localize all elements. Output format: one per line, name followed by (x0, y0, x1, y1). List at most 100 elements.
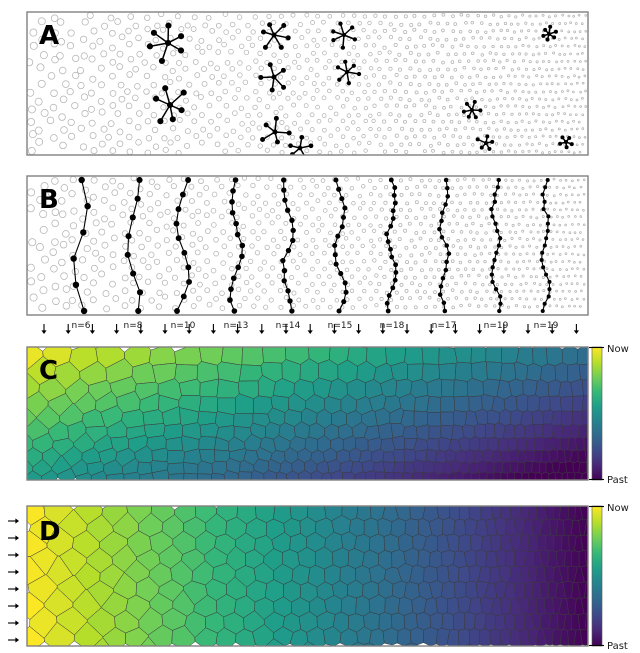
voronoi-cell (475, 549, 487, 568)
chain-count-label-2: n=10 (171, 321, 196, 331)
voronoi-cell (454, 361, 473, 382)
panel-d: D (26, 505, 589, 647)
chain-path (175, 179, 190, 312)
voronoi-cell (484, 613, 497, 632)
panel-a: A (26, 11, 589, 156)
voronoi-cell (524, 423, 535, 439)
voronoi-cell (441, 612, 455, 631)
right-arrow-head (15, 535, 19, 541)
voronoi-cell (383, 461, 395, 473)
voronoi-cell (183, 462, 199, 475)
right-arrow-head (15, 637, 19, 643)
voronoi-cell (508, 629, 522, 646)
voronoi-cell (480, 535, 492, 553)
down-arrow-head (210, 330, 216, 334)
voronoi-cell (555, 549, 566, 567)
down-arrow-head (41, 330, 47, 334)
voronoi-cell (499, 597, 512, 616)
voronoi-cell (340, 595, 357, 616)
voronoi-cell (515, 393, 529, 413)
down-arrow-head (307, 330, 313, 334)
voronoi-cell (580, 628, 588, 646)
voronoi-cell (377, 517, 393, 537)
voronoi-cell (428, 550, 443, 569)
down-arrow-head (549, 330, 555, 334)
voronoi-cell (487, 436, 500, 452)
voronoi-cell (397, 596, 413, 616)
panel-c: C (26, 346, 589, 481)
voronoi-cell (458, 628, 470, 646)
voronoi-cell (453, 518, 466, 537)
voronoi-cell (583, 519, 588, 536)
voronoi-cell (542, 423, 554, 439)
down-arrow-head (259, 330, 265, 334)
voronoi-cell (214, 449, 230, 463)
voronoi-cell (533, 424, 544, 438)
voronoi-cell (476, 460, 487, 473)
voronoi-cell (417, 548, 431, 569)
voronoi-cell (454, 580, 467, 599)
voronoi-cell (383, 534, 400, 553)
right-arrow-head (15, 603, 19, 609)
voronoi-cell (393, 461, 405, 474)
voronoi-cell (584, 582, 588, 599)
voronoi-cell (474, 423, 487, 439)
voronoi-cell (578, 462, 587, 474)
voronoi-cell (166, 450, 185, 465)
voronoi-cell (505, 549, 515, 568)
voronoi-cell (458, 534, 472, 553)
voronoi-cell (165, 436, 183, 451)
voronoi-cell (565, 461, 574, 473)
voronoi-cell (442, 517, 456, 536)
chain-count-label-4: n=14 (276, 321, 301, 331)
voronoi-cell (538, 461, 547, 474)
panel-a-letter: A (39, 21, 59, 51)
voronoi-cell (384, 595, 401, 615)
chain-path (127, 179, 141, 312)
voronoi-cell (457, 565, 470, 584)
voronoi-cell (484, 422, 496, 439)
voronoi-cell (440, 411, 455, 426)
right-arrow-head (15, 569, 19, 575)
voronoi-cell (469, 436, 481, 452)
voronoi-cell (382, 627, 399, 646)
voronoi-cell (520, 410, 534, 427)
voronoi-cell (438, 362, 457, 381)
voronoi-cell (413, 410, 428, 428)
voronoi-cell (407, 363, 424, 383)
voronoi-cell (564, 550, 572, 568)
voronoi-cell (27, 556, 46, 586)
voronoi-cell (495, 549, 507, 567)
voronoi-cell (402, 425, 418, 439)
voronoi-cell (549, 395, 562, 412)
voronoi-cell (364, 469, 376, 480)
right-arrow-head (15, 586, 19, 592)
right-arrow-head (15, 552, 19, 558)
voronoi-cell (502, 423, 516, 440)
down-arrow-head (501, 330, 507, 334)
voronoi-cell (533, 437, 545, 451)
down-arrow-head (114, 330, 120, 334)
voronoi-cell (211, 461, 228, 475)
colorbar-d-top-label: Now (607, 503, 629, 514)
down-arrow-head (452, 330, 458, 334)
voronoi-cell (559, 629, 569, 646)
voronoi-cell (554, 362, 569, 383)
voronoi-cell (198, 396, 219, 413)
voronoi-cell (578, 613, 587, 631)
down-arrow-head (235, 330, 241, 334)
down-arrow-head (428, 330, 434, 334)
voronoi-cell (507, 471, 516, 480)
voronoi-cell (501, 461, 512, 474)
voronoi-cell (571, 550, 580, 568)
colorbar-c (591, 346, 603, 481)
voronoi-cell (409, 627, 425, 646)
voronoi-cell (423, 626, 438, 646)
chain-count-label-8: n=19 (484, 321, 509, 331)
voronoi-cell (198, 436, 217, 451)
voronoi-cell (527, 394, 540, 413)
voronoi-cell (239, 364, 263, 382)
voronoi-cell (440, 396, 456, 413)
voronoi-cell (452, 611, 465, 631)
